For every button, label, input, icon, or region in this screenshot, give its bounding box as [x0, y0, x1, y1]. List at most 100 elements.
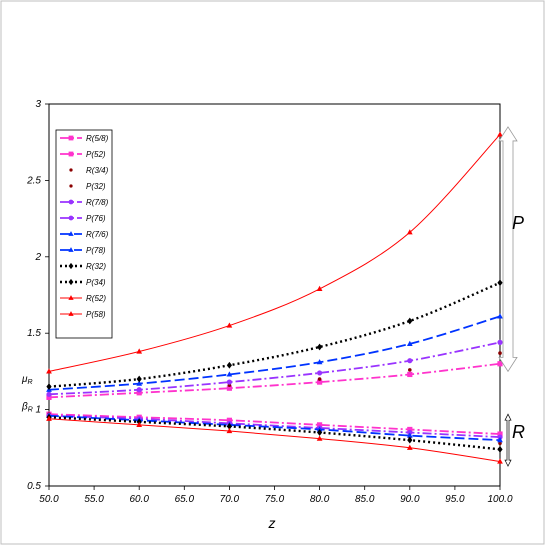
x-tick-label: 85.0	[355, 494, 375, 505]
x-tick-label: 50.0	[39, 494, 59, 505]
legend-label: P(34)	[86, 278, 106, 287]
data-point	[498, 441, 502, 446]
legend-label: R(32)	[86, 262, 106, 271]
data-point	[226, 417, 232, 423]
annotations: μR βR P R	[21, 126, 525, 467]
legend-item: P(52)	[60, 150, 106, 159]
series-line	[48, 315, 501, 391]
y-tick-label: 1.5	[27, 328, 41, 339]
group-arrow-R: R	[504, 413, 525, 467]
data-point	[407, 436, 413, 444]
series-line	[48, 413, 501, 435]
data-point	[407, 426, 413, 433]
legend-item: R(52)	[60, 294, 106, 303]
x-tick-label: 90.0	[400, 494, 420, 505]
legend-label: P(78)	[86, 246, 106, 255]
data-point	[406, 229, 413, 235]
data-point	[498, 351, 502, 355]
legend-marker	[68, 199, 74, 205]
legend-marker	[68, 231, 74, 236]
legend-marker	[68, 247, 74, 252]
legend-label: P(32)	[86, 182, 106, 191]
data-point	[226, 371, 233, 377]
series-11	[46, 131, 503, 374]
x-axis-label: z	[268, 515, 276, 531]
y-tick-label: 2.5	[26, 175, 41, 186]
legend-label: R(5/8)	[86, 134, 109, 143]
data-point	[497, 445, 503, 453]
series-line	[48, 341, 501, 396]
data-point	[136, 380, 143, 386]
data-point	[497, 437, 503, 443]
legend-item: P(76)	[60, 214, 106, 223]
data-point	[408, 368, 412, 372]
series-10	[46, 415, 503, 464]
legend-marker	[68, 135, 74, 141]
data-point	[317, 343, 323, 351]
series-9	[46, 279, 503, 391]
x-tick-label: 75.0	[265, 494, 285, 505]
x-tick-label: 100.0	[487, 494, 512, 505]
legend-marker	[68, 278, 74, 286]
y-tick-label: 2	[34, 252, 41, 263]
legend-label: R(7/6)	[86, 230, 109, 239]
group-label: R	[512, 422, 525, 442]
legend-marker	[68, 262, 74, 270]
series-5	[46, 339, 503, 397]
data-point	[317, 379, 323, 385]
data-point	[407, 317, 413, 325]
data-point	[497, 431, 503, 437]
legend-item: P(58)	[60, 310, 106, 319]
data-point	[317, 422, 323, 428]
y-annotation: βR	[21, 402, 33, 414]
series-8	[46, 413, 503, 453]
series-line	[48, 416, 501, 451]
group-label: P	[512, 213, 524, 233]
data-point	[46, 415, 52, 421]
data-point	[226, 423, 232, 430]
x-axis-ticks: 50.0 55.0 60.0 65.0 70.0 75.0 80.0 85.0 90.0 95.0…	[39, 486, 513, 505]
data-point	[407, 371, 413, 378]
legend-item: P(32)	[69, 182, 106, 191]
data-point	[497, 131, 503, 137]
x-tick-label: 65.0	[175, 494, 195, 505]
x-tick-label: 55.0	[84, 494, 104, 505]
data-point	[136, 387, 142, 393]
data-point	[46, 394, 52, 400]
legend-item: R(5/8)	[60, 134, 109, 143]
data-point	[226, 385, 232, 391]
legend-label: P(58)	[86, 310, 106, 319]
x-tick-label: 95.0	[445, 494, 465, 505]
data-point	[406, 340, 413, 346]
data-point	[316, 285, 323, 291]
legend-item: R(32)	[60, 262, 106, 271]
legend-item: R(3/4)	[69, 166, 109, 175]
legend-item: R(7/6)	[60, 230, 109, 239]
data-point	[316, 435, 323, 441]
x-tick-label: 70.0	[220, 494, 240, 505]
data-point	[317, 429, 323, 436]
legend-marker	[68, 215, 74, 221]
data-point	[317, 370, 323, 376]
legend-label: P(76)	[86, 214, 106, 223]
data-point	[407, 358, 413, 364]
y-tick-label: 0.5	[27, 481, 41, 492]
data-point	[226, 379, 232, 385]
data-point	[46, 383, 52, 391]
data-point	[406, 444, 413, 450]
y-tick-label: 1	[35, 405, 41, 416]
data-point	[136, 390, 142, 396]
legend-item: P(34)	[60, 278, 106, 287]
legend-marker	[69, 168, 73, 172]
data-point	[226, 427, 233, 434]
data-point	[497, 279, 503, 287]
legend-label: R(52)	[86, 294, 106, 303]
series-line	[48, 362, 501, 399]
data-point	[497, 361, 503, 367]
x-tick-label: 60.0	[129, 494, 149, 505]
series-line	[48, 414, 501, 439]
legend: R(5/8) P(52) R(3/4) P(32) R(7/8) P(76) R(7/6) P…	[55, 129, 113, 339]
data-point	[226, 322, 233, 328]
data-point	[136, 348, 143, 354]
